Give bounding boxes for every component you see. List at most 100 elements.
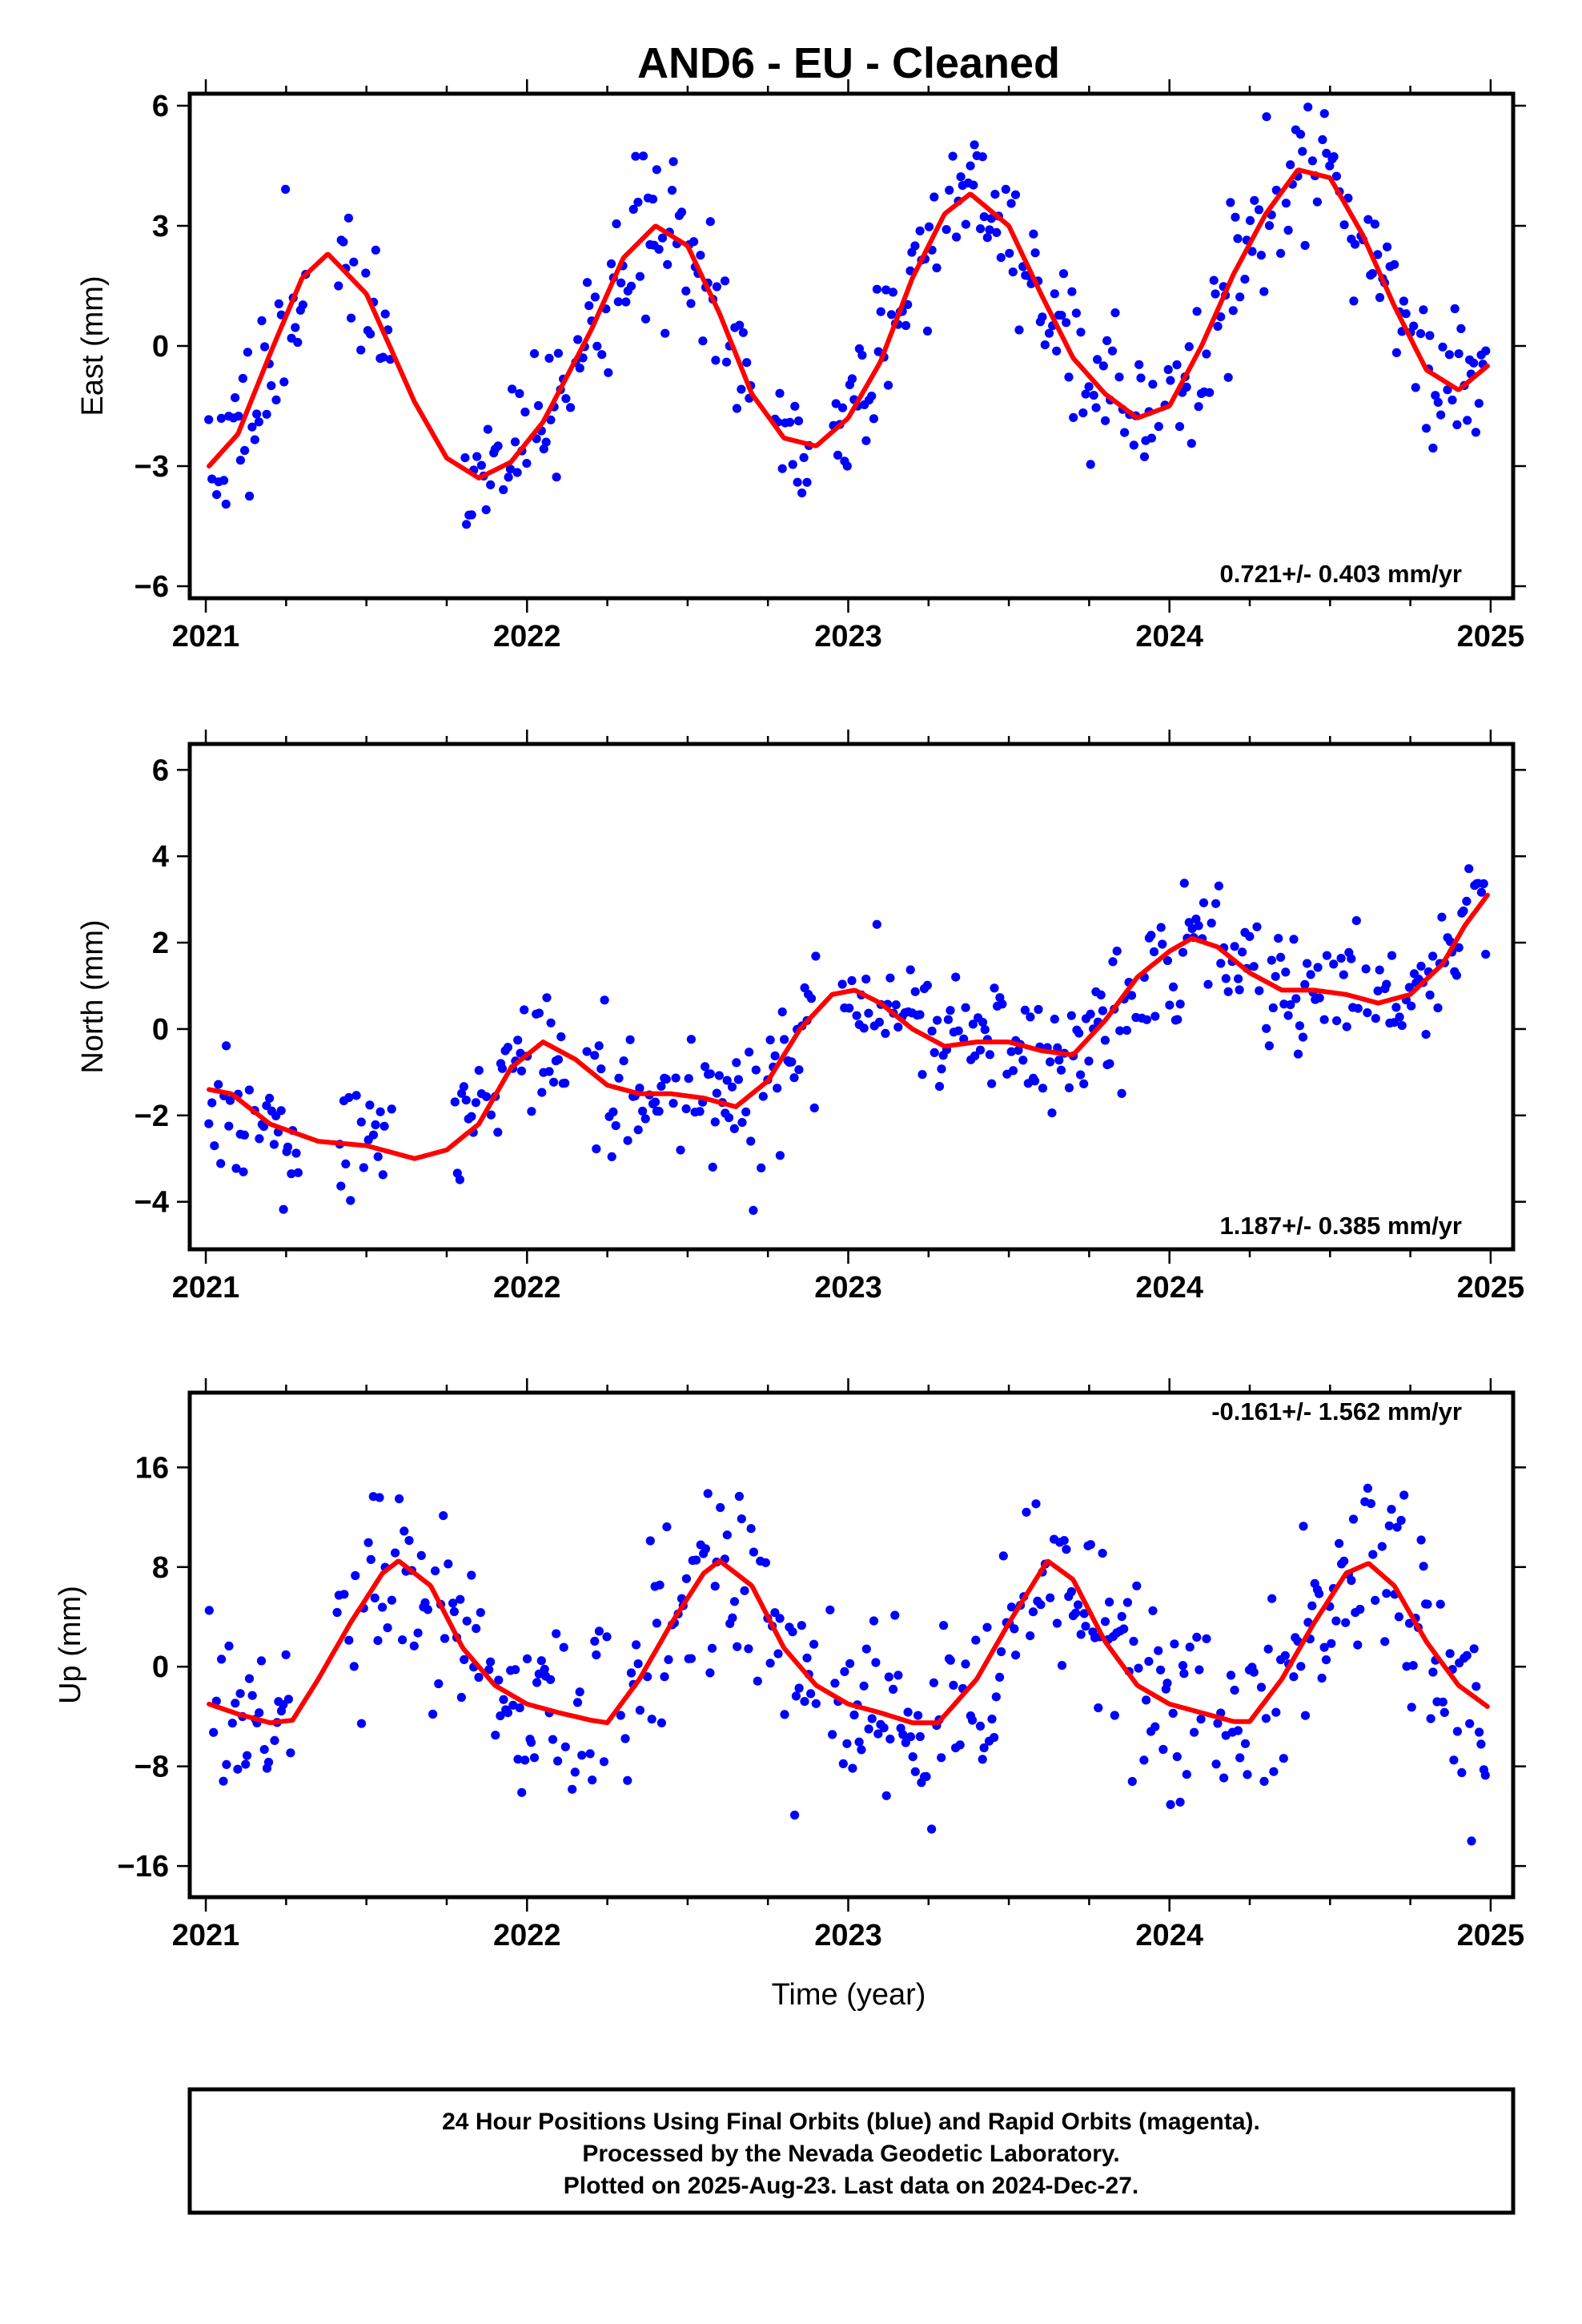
data-point xyxy=(1373,986,1383,995)
data-point xyxy=(1089,391,1098,400)
data-point xyxy=(267,381,276,391)
data-point xyxy=(378,1170,387,1180)
data-point xyxy=(233,1764,243,1774)
data-point xyxy=(456,1692,467,1703)
data-point xyxy=(1383,242,1392,251)
data-point xyxy=(553,1055,564,1064)
data-point xyxy=(879,1723,889,1733)
data-point xyxy=(349,1662,359,1671)
data-point xyxy=(842,461,852,471)
x-tick-label: 2023 xyxy=(814,620,882,653)
data-point xyxy=(1249,962,1259,971)
data-point xyxy=(1271,1707,1281,1717)
data-point xyxy=(976,224,986,234)
data-point xyxy=(732,404,742,413)
data-point xyxy=(559,1642,568,1652)
data-point xyxy=(765,1659,775,1668)
data-point xyxy=(395,1494,404,1504)
data-point xyxy=(351,1570,360,1581)
data-point xyxy=(833,450,843,460)
data-point xyxy=(982,233,992,243)
data-point xyxy=(1172,1752,1182,1762)
data-point xyxy=(802,1653,812,1663)
data-point xyxy=(971,1635,981,1645)
data-point xyxy=(219,1776,228,1786)
data-point xyxy=(1384,1521,1394,1530)
data-point xyxy=(985,225,994,235)
data-point xyxy=(440,1634,450,1643)
data-point xyxy=(881,1028,890,1038)
north-rate-label: 1.187+/- 0.385 mm/yr xyxy=(1220,1212,1462,1240)
data-point xyxy=(859,1681,869,1691)
data-point xyxy=(811,1699,821,1708)
north-panel: 2021 2022 2023 2024 2025 6 4 2 0 −2 −4 North (mm) 1.… xyxy=(76,730,1526,1305)
data-point xyxy=(1098,1006,1107,1015)
data-point xyxy=(231,393,240,403)
data-point xyxy=(1205,388,1215,397)
data-point xyxy=(640,1114,650,1124)
data-point xyxy=(363,1538,373,1547)
data-point xyxy=(1322,148,1331,158)
data-point xyxy=(346,1196,355,1205)
data-point xyxy=(1179,1669,1189,1679)
data-point xyxy=(1300,1711,1311,1720)
data-point xyxy=(626,1668,636,1678)
data-point xyxy=(992,227,1002,237)
data-point xyxy=(1020,1005,1030,1015)
data-point xyxy=(885,973,895,983)
data-point xyxy=(1142,1695,1151,1705)
data-point xyxy=(621,297,631,307)
data-point xyxy=(1150,1722,1160,1731)
data-point xyxy=(1199,898,1209,907)
data-point xyxy=(515,1703,524,1713)
data-point xyxy=(705,1069,715,1079)
data-point xyxy=(1250,195,1259,205)
data-point xyxy=(635,271,645,281)
data-point xyxy=(584,301,594,311)
data-point xyxy=(516,1066,527,1076)
up-plot-frame xyxy=(187,1390,1516,1900)
data-point xyxy=(626,281,636,291)
data-point xyxy=(663,259,673,269)
data-point xyxy=(1226,198,1235,207)
data-point xyxy=(1428,1667,1438,1677)
data-point xyxy=(1259,287,1269,296)
data-point xyxy=(459,1082,469,1092)
data-point xyxy=(1238,947,1247,957)
data-point xyxy=(496,1711,505,1721)
data-point xyxy=(343,213,353,223)
data-point xyxy=(356,1117,366,1127)
x-tick-label: 2021 xyxy=(172,1919,240,1952)
data-point xyxy=(263,1757,274,1767)
data-point xyxy=(1408,1661,1418,1671)
data-point xyxy=(854,1737,864,1747)
data-point xyxy=(946,1006,955,1015)
data-point xyxy=(592,1144,601,1154)
data-point xyxy=(234,412,243,421)
data-point xyxy=(1136,373,1146,383)
data-point xyxy=(791,1691,801,1701)
data-point xyxy=(481,505,491,515)
data-point xyxy=(1162,955,1172,966)
data-point xyxy=(1240,1739,1251,1748)
data-point xyxy=(378,352,388,362)
data-point xyxy=(1454,349,1464,359)
east-panel: 2021 2022 2023 2024 2025 6 3 0 −3 −6 East (mm) 0.72… xyxy=(76,79,1526,653)
data-point xyxy=(1094,1703,1103,1713)
up-y-axis-label: Up (mm) xyxy=(54,1586,87,1704)
data-point xyxy=(291,323,300,332)
data-point xyxy=(219,476,229,485)
data-point xyxy=(788,460,797,469)
data-point xyxy=(1299,1522,1308,1531)
y-tick-label: 16 xyxy=(135,1451,169,1485)
data-point xyxy=(881,285,891,295)
data-point xyxy=(434,1679,444,1689)
data-point xyxy=(493,441,503,451)
data-point xyxy=(1066,1011,1076,1020)
data-point xyxy=(1110,1711,1119,1720)
data-point xyxy=(1306,970,1315,979)
data-point xyxy=(809,1639,819,1649)
data-point xyxy=(1044,328,1054,338)
data-point xyxy=(356,1719,367,1728)
data-point xyxy=(652,165,661,175)
